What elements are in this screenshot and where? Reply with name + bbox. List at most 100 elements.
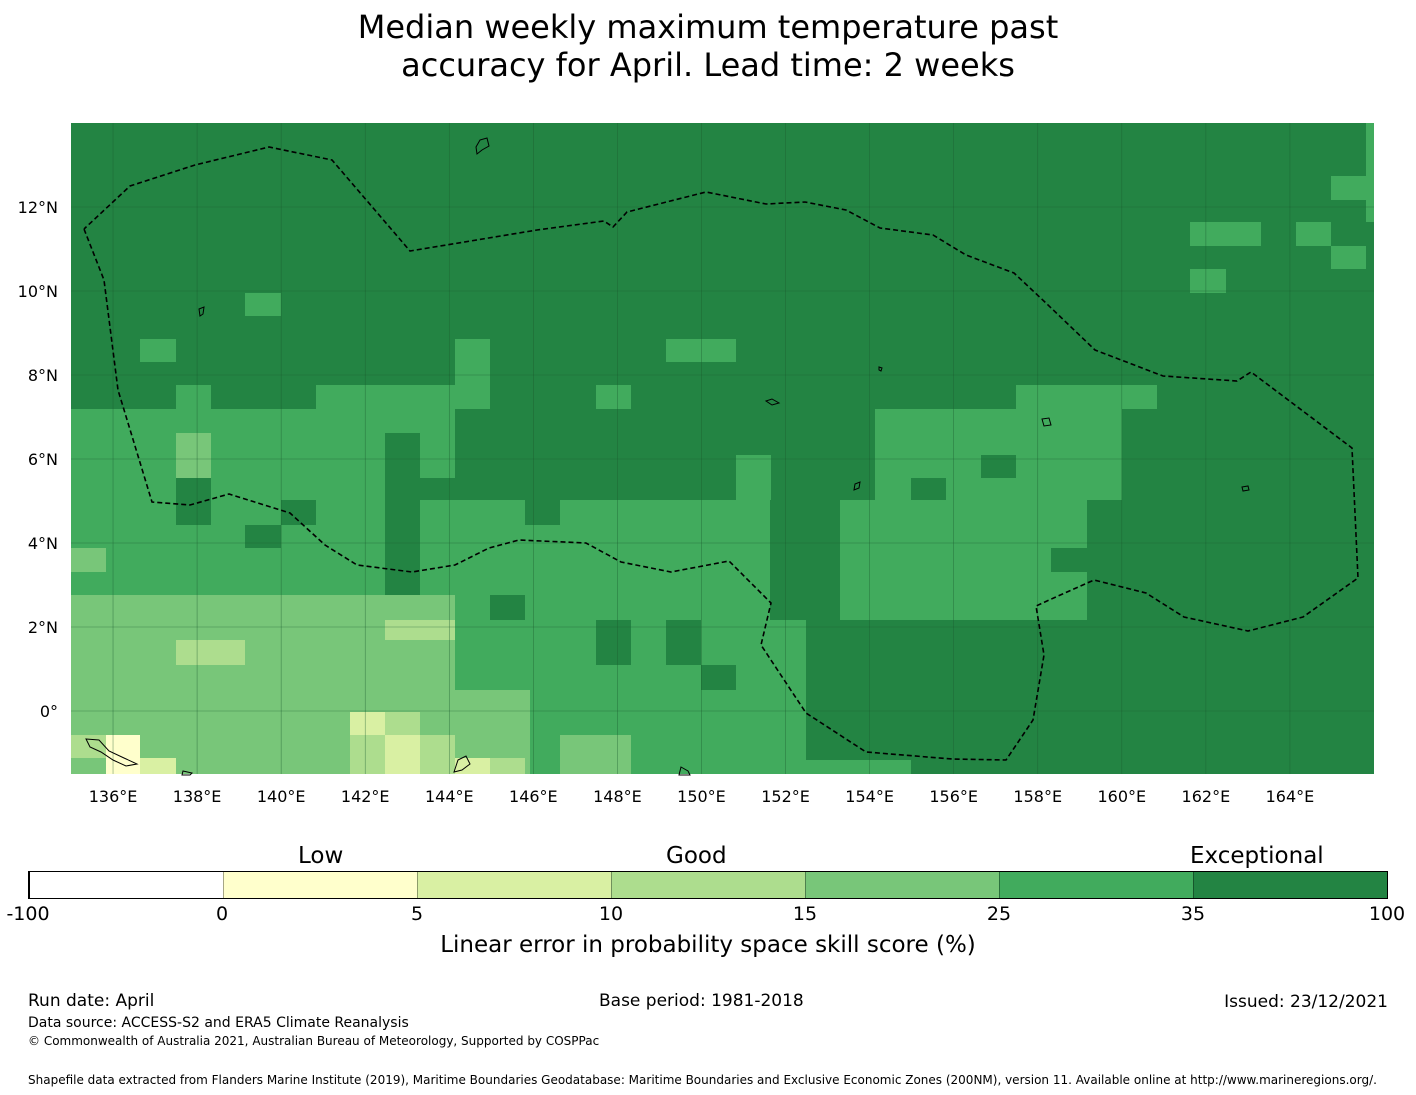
skill-cell <box>420 735 455 774</box>
colorbar-tick: 15 <box>792 903 818 925</box>
longitude-label: 152°E <box>761 787 810 806</box>
longitude-label: 160°E <box>1097 787 1146 806</box>
data-source: Data source: ACCESS-S2 and ERA5 Climate … <box>28 1015 409 1031</box>
longitude-labels: 136°E 138°E 140°E 142°E 144°E 146°E 148°E 150°E… <box>89 787 1315 806</box>
land-outlines <box>85 137 1250 776</box>
colorbar-segment <box>999 872 1193 898</box>
colorbar-tick: 35 <box>1180 903 1206 925</box>
skill-cell <box>176 640 245 665</box>
colorbar-segment <box>417 872 611 898</box>
colorbar-tick: -100 <box>6 903 50 925</box>
colorbar-tick: 10 <box>598 903 624 925</box>
island-outline <box>475 137 490 155</box>
issued-date: Issued: 23/12/2021 <box>1224 992 1388 1012</box>
colorbar-segment <box>29 872 223 898</box>
skill-cell <box>281 500 316 525</box>
island-outline <box>853 481 861 491</box>
skill-cell <box>71 548 106 572</box>
island-outline <box>181 770 193 776</box>
island-outline <box>1241 485 1250 492</box>
skill-score-grid <box>71 123 1374 774</box>
latitude-label: 12°N <box>18 198 58 217</box>
latitude-label: 8°N <box>28 366 58 385</box>
map-title: Median weekly maximum temperature past a… <box>0 8 1416 84</box>
longitude-label: 144°E <box>425 787 474 806</box>
skill-cell <box>1190 222 1261 246</box>
colorbar <box>28 871 1388 899</box>
skill-cell <box>1296 222 1331 246</box>
map-gridlines <box>71 123 1374 774</box>
longitude-label: 156°E <box>929 787 978 806</box>
longitude-label: 158°E <box>1013 787 1062 806</box>
eez-boundaries <box>83 146 1359 761</box>
skill-cell <box>385 620 455 640</box>
skill-cell <box>560 500 770 620</box>
skill-cell <box>911 640 946 665</box>
latitude-label: 2°N <box>28 618 58 637</box>
latitude-label: 6°N <box>28 450 58 469</box>
longitude-label: 138°E <box>173 787 222 806</box>
colorbar-segment <box>223 872 417 898</box>
skill-cell <box>596 385 631 409</box>
island-outline <box>678 766 691 776</box>
latitude-labels: 12°N 10°N 8°N 6°N 4°N 2°N 0° <box>18 198 58 721</box>
skill-cell <box>420 478 455 500</box>
skill-cell <box>981 455 1016 478</box>
skill-cell <box>736 455 771 500</box>
longitude-label: 146°E <box>509 787 558 806</box>
skill-cell <box>596 620 631 665</box>
longitude-label: 142°E <box>341 787 390 806</box>
colorbar-category-low: Low <box>298 843 344 869</box>
skill-cell <box>385 500 420 525</box>
skill-cell <box>1331 246 1366 269</box>
skill-cell <box>1051 548 1087 572</box>
skill-cell <box>560 735 631 774</box>
island-outline <box>878 366 883 372</box>
latitude-label: 4°N <box>28 534 58 553</box>
shapefile-credit: Shapefile data extracted from Flanders M… <box>28 1073 1377 1087</box>
longitude-label: 150°E <box>677 787 726 806</box>
skill-cell <box>176 478 211 525</box>
colorbar-segment <box>805 872 999 898</box>
run-date: Run date: April <box>28 991 155 1011</box>
skill-cell <box>245 525 281 548</box>
title-line-2: accuracy for April. Lead time: 2 weeks <box>401 46 1015 84</box>
longitude-label: 140°E <box>257 787 306 806</box>
title-line-1: Median weekly maximum temperature past <box>357 8 1059 46</box>
skill-cell <box>455 339 490 409</box>
skill-cell <box>176 433 211 478</box>
latitude-label: 0° <box>40 702 58 721</box>
colorbar-segment <box>1193 872 1387 898</box>
skill-cell <box>140 339 176 362</box>
skill-cell <box>385 735 420 774</box>
skill-cell <box>455 758 490 774</box>
skill-cell <box>666 620 701 665</box>
skill-cell <box>701 665 736 690</box>
skill-cell <box>806 760 911 774</box>
skill-cell <box>316 385 455 433</box>
skill-cell <box>350 712 385 735</box>
skill-cell <box>840 500 1087 620</box>
skill-cell <box>140 758 176 774</box>
colorbar-category-good: Good <box>666 843 727 869</box>
skill-cell <box>71 735 106 758</box>
skill-cell <box>666 339 736 362</box>
longitude-label: 148°E <box>593 787 642 806</box>
longitude-label: 136°E <box>89 787 138 806</box>
skill-cell <box>490 595 525 620</box>
skill-cell <box>1190 269 1226 293</box>
skill-cell <box>1331 176 1366 200</box>
skill-cell <box>1366 123 1374 222</box>
island-outline <box>85 738 139 767</box>
longitude-label: 164°E <box>1266 787 1315 806</box>
island-outline <box>453 755 471 773</box>
colorbar-category-exceptional: Exceptional <box>1190 843 1324 869</box>
colorbar-segment <box>611 872 805 898</box>
colorbar-tick: 0 <box>215 903 229 925</box>
colorbar-tick: 5 <box>410 903 424 925</box>
skill-cell <box>525 500 560 525</box>
eez-boundary-palau <box>83 146 1359 761</box>
longitude-label: 162°E <box>1182 787 1231 806</box>
base-period: Base period: 1981-2018 <box>599 991 804 1011</box>
